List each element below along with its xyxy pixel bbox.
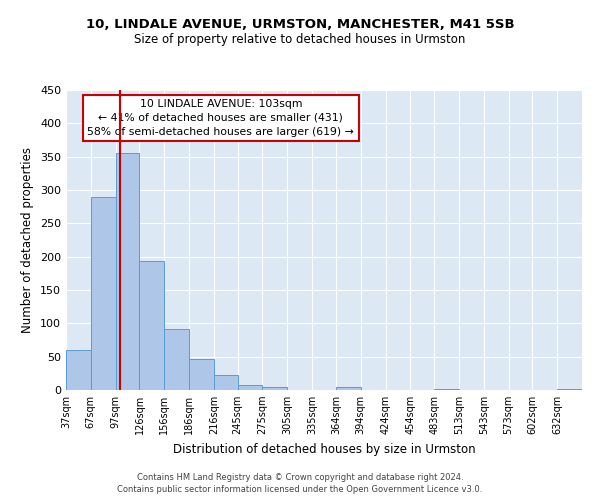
- Bar: [139, 262, 164, 390]
- Bar: [189, 360, 214, 390]
- Bar: [164, 330, 189, 390]
- Text: 10 LINDALE AVENUE: 103sqm
← 41% of detached houses are smaller (431)
58% of semi: 10 LINDALE AVENUE: 103sqm ← 41% of detac…: [88, 99, 354, 137]
- Bar: [116, 154, 139, 390]
- Bar: [557, 388, 582, 390]
- Bar: [262, 386, 287, 390]
- Bar: [336, 388, 361, 390]
- X-axis label: Distribution of detached houses by size in Urmston: Distribution of detached houses by size …: [173, 442, 475, 456]
- Bar: [238, 384, 262, 390]
- Text: Contains public sector information licensed under the Open Government Licence v3: Contains public sector information licen…: [118, 485, 482, 494]
- Bar: [91, 196, 116, 390]
- Text: 10, LINDALE AVENUE, URMSTON, MANCHESTER, M41 5SB: 10, LINDALE AVENUE, URMSTON, MANCHESTER,…: [86, 18, 514, 30]
- Text: Contains HM Land Registry data © Crown copyright and database right 2024.: Contains HM Land Registry data © Crown c…: [137, 472, 463, 482]
- Bar: [66, 350, 91, 390]
- Y-axis label: Number of detached properties: Number of detached properties: [22, 147, 34, 333]
- Bar: [214, 376, 238, 390]
- Text: Size of property relative to detached houses in Urmston: Size of property relative to detached ho…: [134, 32, 466, 46]
